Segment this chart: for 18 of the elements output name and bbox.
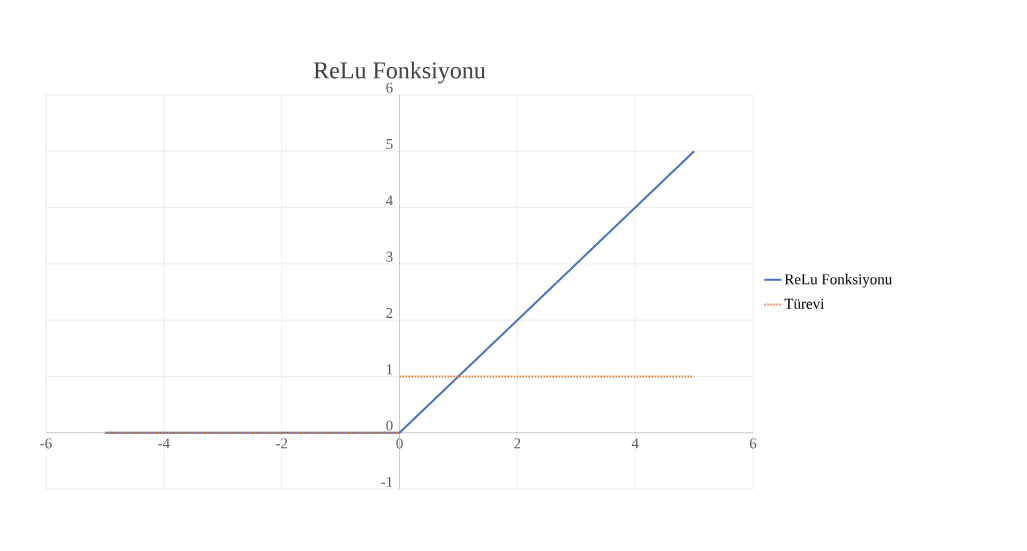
y-tick-label: 0: [386, 420, 393, 431]
x-tick-label: -6: [40, 438, 52, 449]
x-tick-label: -2: [275, 438, 288, 449]
x-tick-label: 2: [514, 438, 521, 449]
y-tick-label: 3: [386, 251, 393, 262]
chart-title: ReLu Fonksiyonu: [313, 61, 486, 84]
x-tick-label: -4: [158, 438, 170, 449]
y-tick-label: -1: [381, 476, 393, 487]
x-tick-label: 6: [749, 438, 757, 449]
y-tick-label: 2: [386, 308, 393, 318]
y-tick-label: 4: [385, 195, 393, 206]
y-tick-label: 6: [386, 82, 393, 93]
y-tick-label: 1: [386, 364, 393, 375]
x-tick-label: 4: [631, 438, 639, 449]
x-tick-label: 0: [396, 438, 403, 449]
legend-label: Türevi: [784, 298, 825, 309]
y-tick-label: 5: [386, 139, 393, 150]
legend-label: ReLu Fonksiyonu: [784, 273, 893, 288]
